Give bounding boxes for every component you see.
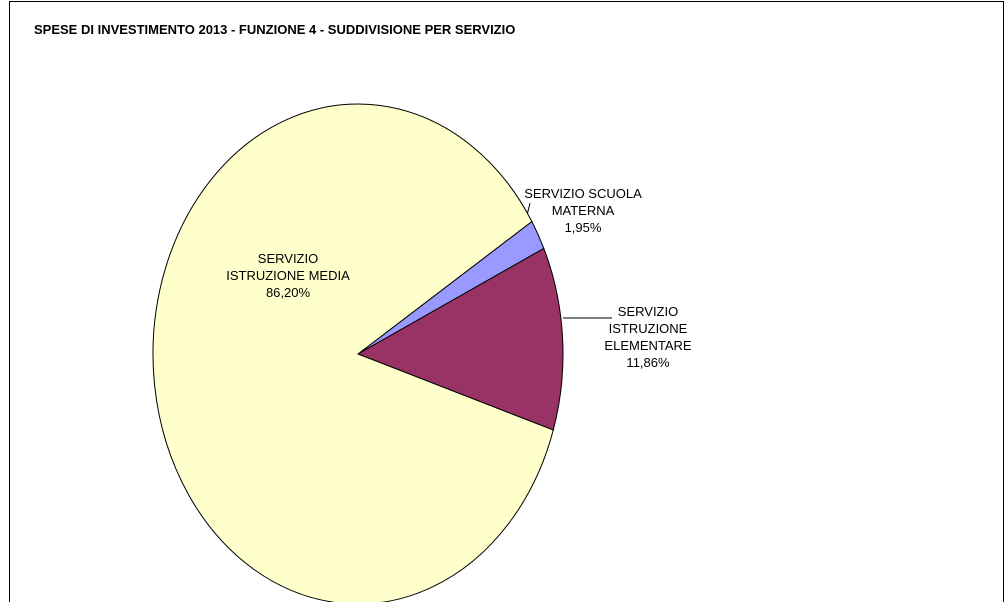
value-label: 86,20% xyxy=(265,285,311,300)
chart-title: SPESE DI INVESTIMENTO 2013 - FUNZIONE 4 … xyxy=(34,22,516,37)
frame xyxy=(9,1,1004,602)
pie-slice xyxy=(356,247,564,431)
value-label: 1,95% xyxy=(564,220,602,235)
pie-slice xyxy=(152,103,554,602)
slice-label: SERVIZIO ISTRUZIONE ELEMENTARE xyxy=(604,304,692,353)
slice-label: SERVIZIO ISTRUZIONE MEDIA xyxy=(226,251,350,283)
slice-label: SERVIZIO SCUOLA MATERNA xyxy=(524,186,642,218)
value-label: 11,86% xyxy=(626,355,670,370)
